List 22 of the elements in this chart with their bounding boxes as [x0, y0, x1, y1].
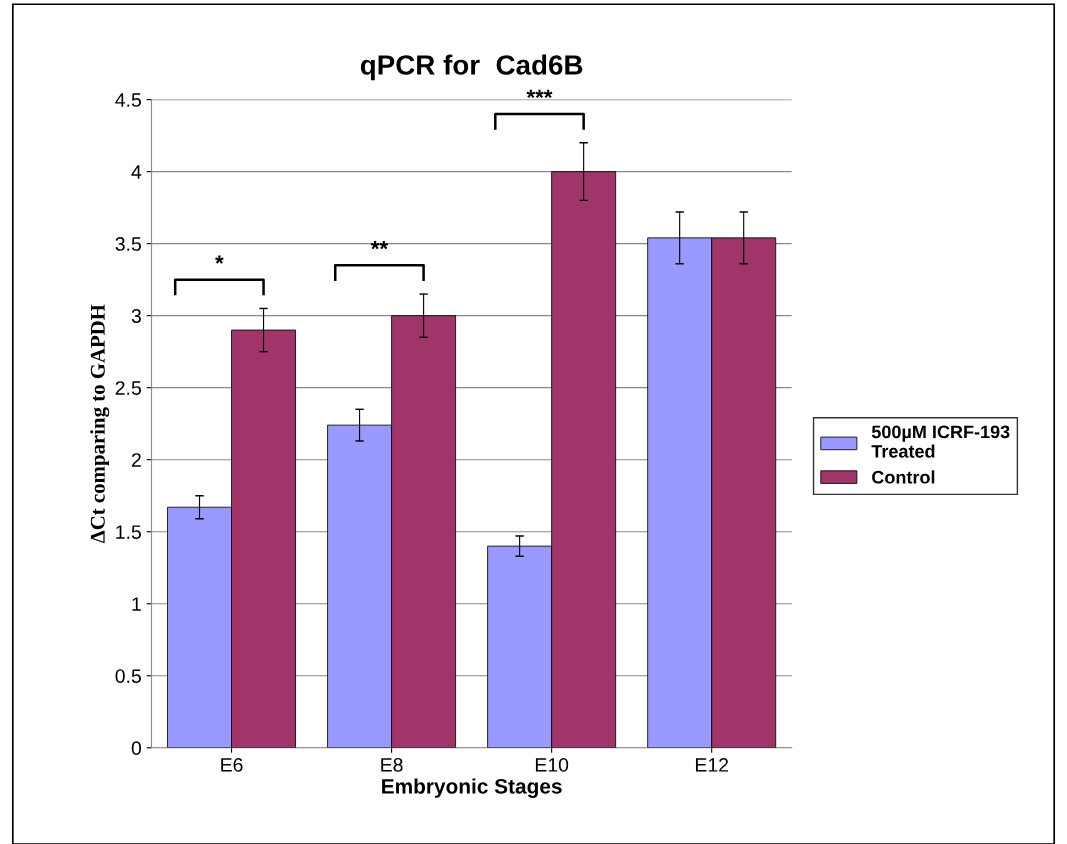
y-tick-label: 0: [131, 741, 142, 756]
x-tick-label: E12: [695, 758, 729, 772]
x-tick-label: E10: [535, 758, 569, 772]
x-tick-label: E8: [381, 758, 403, 772]
chart-title: qPCR for Cad6B: [360, 54, 583, 81]
y-tick-label: 2.5: [115, 381, 141, 395]
y-axis-title: ΔCt comparing to GAPDH: [90, 304, 110, 544]
y-tick-label: 3.5: [115, 237, 141, 251]
y-tick-label: 4.5: [115, 93, 141, 107]
y-tick-label: 3: [131, 309, 141, 323]
y-tick-label: 4: [131, 165, 142, 179]
x-tick-label: E6: [221, 758, 243, 772]
annotation: **: [370, 241, 389, 250]
legend-label: Control: [872, 470, 935, 484]
annotation: *: [215, 255, 224, 264]
text: ***: [526, 89, 553, 99]
y-tick-label: 2: [131, 453, 141, 467]
x-axis-title: Embryonic Stages: [382, 778, 562, 798]
y-tick-label: 0.5: [115, 669, 141, 683]
y-tick-label: 1.5: [116, 525, 141, 539]
y-tick-label: 1: [132, 597, 141, 611]
legend-label: 500µM ICRF-193 Treated: [871, 425, 1010, 458]
